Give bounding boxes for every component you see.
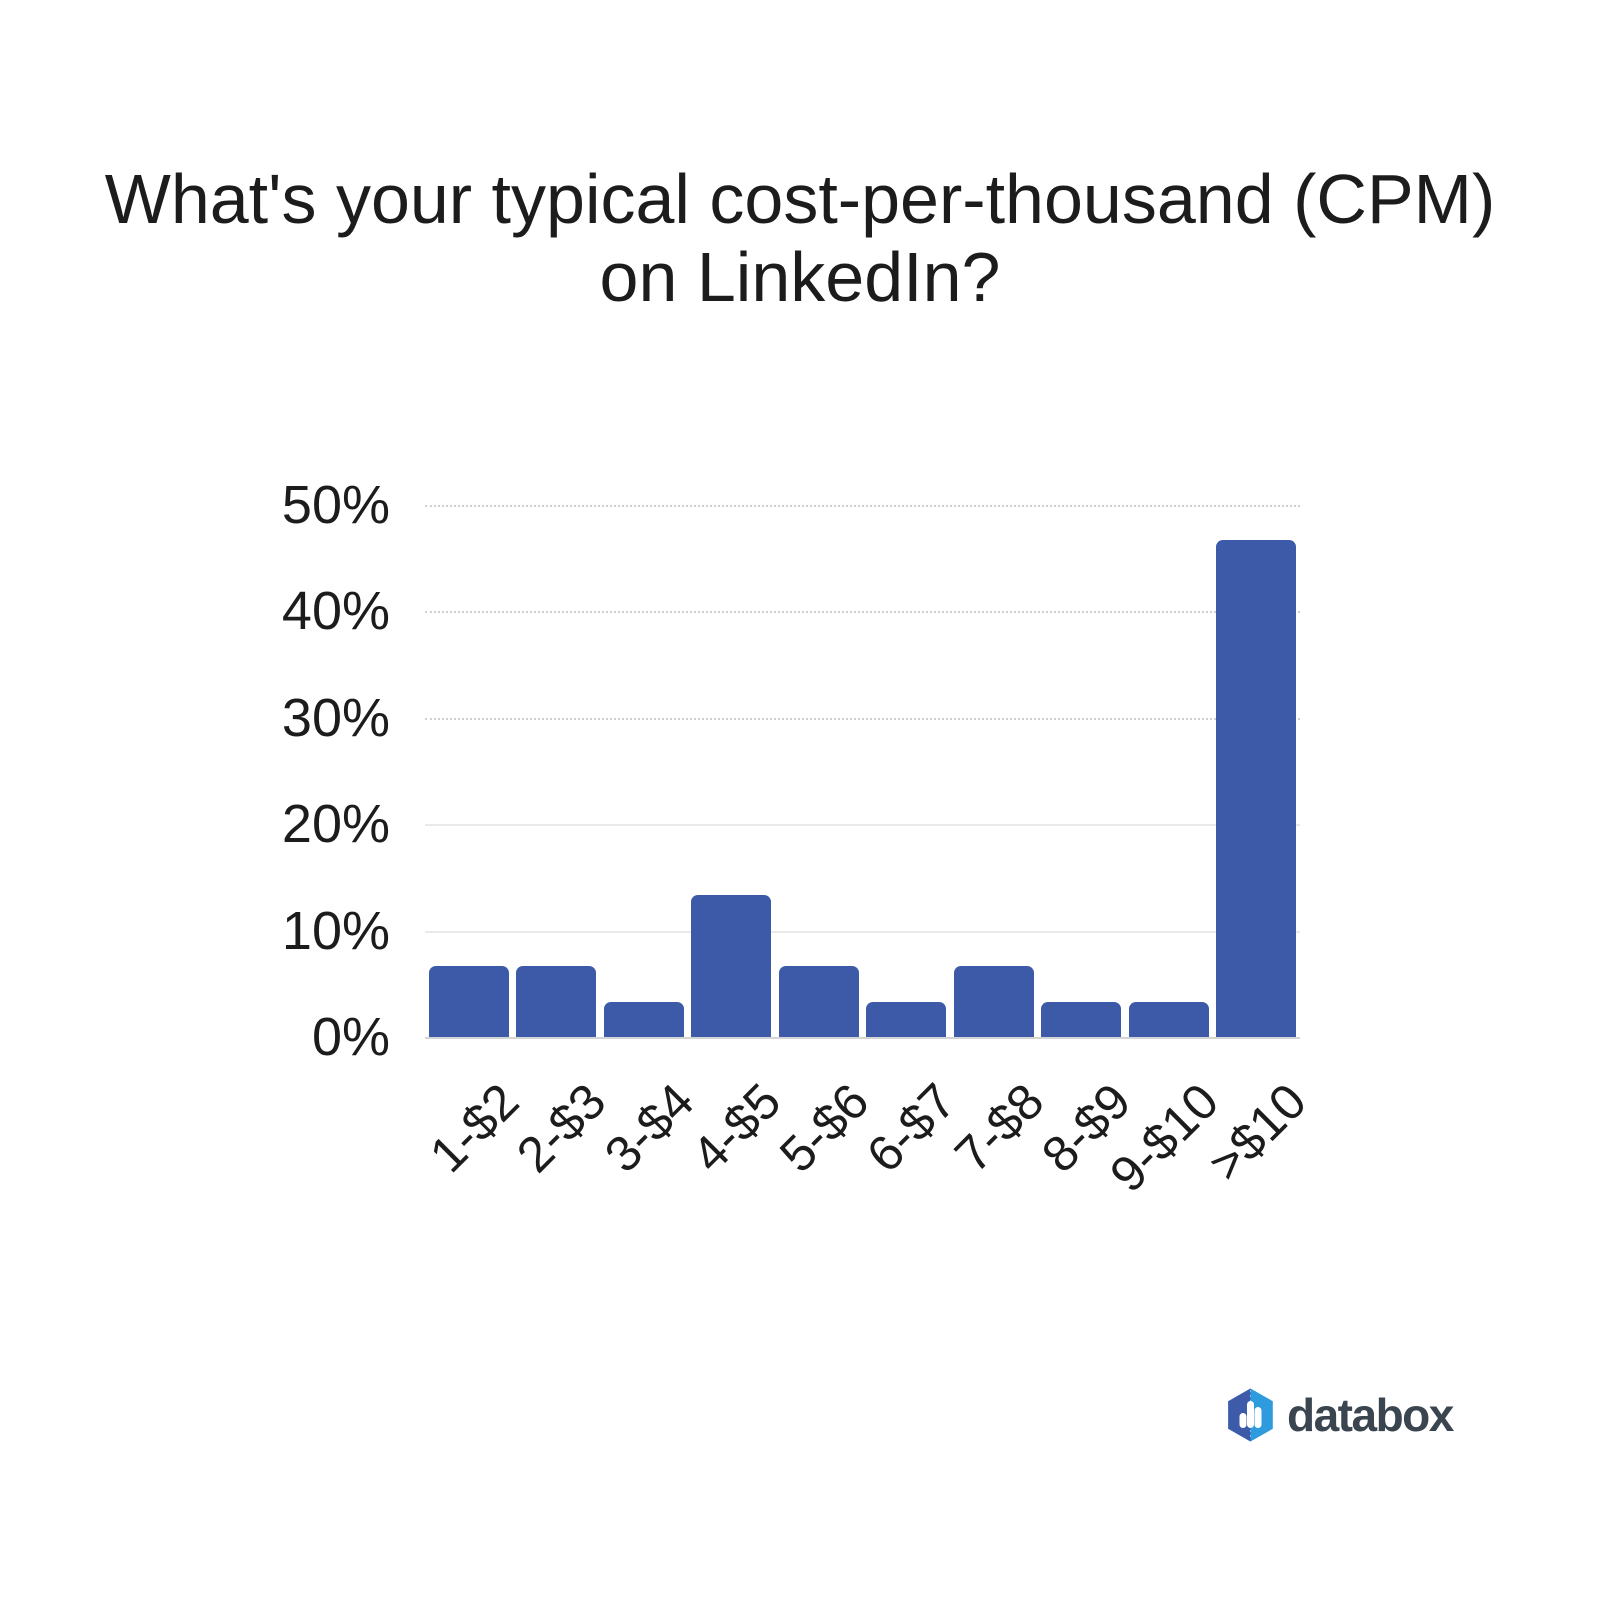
bar-7-$8 xyxy=(953,965,1034,1037)
icon-bar-tall xyxy=(1247,1401,1254,1428)
y-gridline xyxy=(425,717,1300,720)
bar-9-$10 xyxy=(1128,1001,1209,1037)
bar-6-$7 xyxy=(866,1001,947,1037)
x-axis-label: 1-$2 xyxy=(418,1072,530,1184)
y-axis-label: 30% xyxy=(281,687,390,748)
y-gridline xyxy=(425,824,1300,827)
databox-wordmark: databox xyxy=(1287,1389,1454,1441)
bar-3-$4 xyxy=(603,1001,684,1037)
chart-title-line1: What's your typical cost-per-thousand (C… xyxy=(104,160,1496,238)
bar-5-$6 xyxy=(778,965,859,1037)
x-axis-label: 4-$5 xyxy=(681,1072,792,1184)
bar-4-$5 xyxy=(691,895,772,1037)
y-gridline xyxy=(425,611,1300,614)
y-axis-label: 10% xyxy=(281,900,390,961)
bar-8-$9 xyxy=(1041,1001,1122,1037)
icon-bar-medium xyxy=(1254,1407,1262,1428)
chart-title-line2: on LinkedIn? xyxy=(599,238,1001,316)
y-axis-label: 20% xyxy=(281,794,390,855)
y-axis-label: 50% xyxy=(281,475,390,535)
x-axis-label: 5-$6 xyxy=(768,1072,880,1184)
x-axis-label: >$10 xyxy=(1197,1072,1317,1192)
databox-icon xyxy=(1228,1388,1273,1442)
x-axis-label: 6-$7 xyxy=(856,1072,967,1184)
icon-bar-short xyxy=(1239,1413,1247,1428)
bar->$10 xyxy=(1216,540,1297,1037)
y-axis-label: 40% xyxy=(281,581,390,642)
y-gridline xyxy=(425,505,1300,507)
bar-2-$3 xyxy=(516,965,597,1037)
y-gridline xyxy=(425,930,1300,933)
x-axis-label: 3-$4 xyxy=(593,1072,705,1184)
databox-logo: databox xyxy=(1227,1388,1454,1442)
chart-title: What's your typical cost-per-thousand (C… xyxy=(0,160,1600,316)
x-axis-line xyxy=(425,1037,1300,1039)
bar-1-$2 xyxy=(428,965,509,1037)
y-axis-label: 0% xyxy=(311,1007,390,1067)
x-axis-label: 2-$3 xyxy=(506,1072,617,1184)
x-axis-label: 7-$8 xyxy=(943,1072,1055,1184)
